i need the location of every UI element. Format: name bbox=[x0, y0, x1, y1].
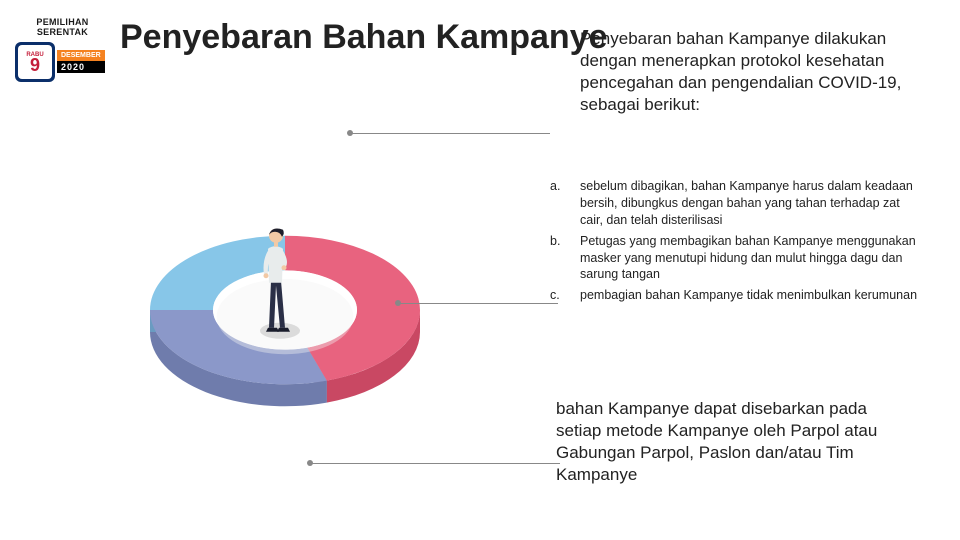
list-text: Petugas yang membagikan bahan Kampanye m… bbox=[580, 233, 920, 284]
donut-svg bbox=[120, 145, 450, 475]
logo-number: 9 bbox=[30, 58, 40, 72]
footer-paragraph: bahan Kampanye dapat disebarkan pada set… bbox=[556, 398, 916, 486]
logo-line1: PEMILIHAN bbox=[36, 17, 88, 27]
logo-badge: RABU 9 DESEMBER 2020 bbox=[15, 42, 110, 82]
logo-line2: SERENTAK bbox=[37, 27, 88, 37]
page-title: Penyebaran Bahan Kampanye bbox=[120, 18, 608, 57]
list-item: c. pembagian bahan Kampanye tidak menimb… bbox=[550, 287, 920, 304]
list-item: a. sebelum dibagikan, bahan Kampanye har… bbox=[550, 178, 920, 229]
protocol-list: a. sebelum dibagikan, bahan Kampanye har… bbox=[550, 178, 920, 308]
list-text: pembagian bahan Kampanye tidak menimbulk… bbox=[580, 287, 920, 304]
intro-paragraph: Penyebaran bahan Kampanye dilakukan deng… bbox=[580, 28, 910, 116]
list-text: sebelum dibagikan, bahan Kampanye harus … bbox=[580, 178, 920, 229]
list-marker: b. bbox=[550, 233, 580, 284]
logo-month: DESEMBER bbox=[57, 50, 105, 61]
logo-month-year: DESEMBER 2020 bbox=[57, 50, 105, 73]
list-marker: a. bbox=[550, 178, 580, 229]
election-logo: PEMILIHAN SERENTAK RABU 9 DESEMBER 2020 bbox=[15, 18, 110, 82]
logo-date-badge: RABU 9 bbox=[15, 42, 55, 82]
donut-chart bbox=[120, 145, 450, 475]
logo-text-top: PEMILIHAN SERENTAK bbox=[15, 18, 110, 38]
list-item: b. Petugas yang membagikan bahan Kampany… bbox=[550, 233, 920, 284]
logo-year: 2020 bbox=[57, 61, 105, 73]
list-marker: c. bbox=[550, 287, 580, 304]
